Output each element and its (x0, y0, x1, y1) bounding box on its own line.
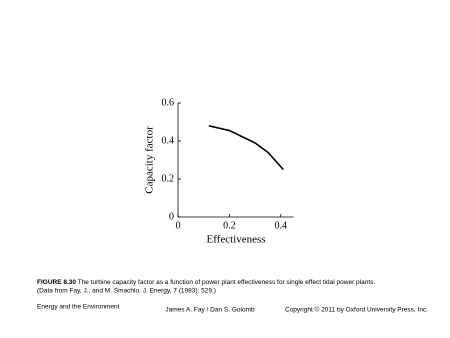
caption-source: (Data from Fay, J., and M. Smachlo. J. E… (37, 288, 216, 295)
footer-center: James A. Fay / Dan S. Golomb (165, 307, 255, 314)
x-tick-label: 0 (176, 220, 181, 231)
caption: FIGURE 8.30 The turbine capacity factor … (37, 279, 375, 286)
x-axis-label: Effectiveness (206, 234, 265, 246)
y-tick-label: 0 (169, 211, 174, 222)
y-tick-label: 0.2 (162, 173, 175, 184)
curve (208, 125, 284, 171)
caption-text: The turbine capacity factor as a functio… (78, 279, 376, 286)
y-tick-label: 0.4 (162, 135, 175, 146)
y-axis-label: Capacity factor (144, 126, 156, 194)
footer-right: Copyright © 2011 by Oxford University Pr… (285, 306, 428, 314)
figure-number: FIGURE 8.30 (37, 279, 76, 286)
x-tick-label: 0.4 (275, 220, 288, 231)
footer-left: Energy and the Environment (37, 304, 120, 311)
x-tick-label: 0.2 (223, 220, 236, 231)
y-tick-label: 0.6 (162, 97, 175, 108)
